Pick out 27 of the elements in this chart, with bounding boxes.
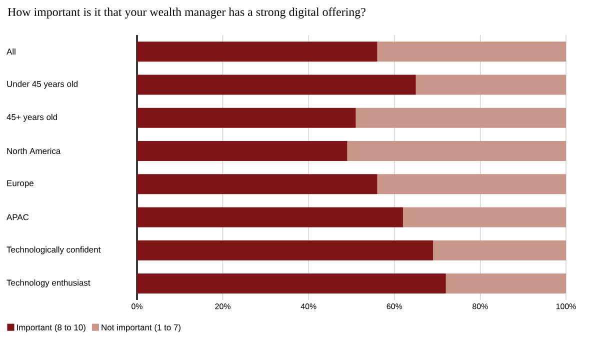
bar (137, 42, 378, 62)
bar (402, 207, 566, 228)
y-tick-label: 45+ years old (6, 114, 58, 122)
bar (356, 108, 566, 128)
bar (433, 240, 566, 260)
bar (377, 174, 566, 194)
y-tick-label: Europe (7, 180, 34, 188)
bar (137, 74, 416, 95)
legend-label: Not important (1 to 7) (102, 324, 180, 332)
chart-title: How important is it that your wealth manager has a strong digital offering? (8, 8, 366, 19)
bar (416, 74, 566, 95)
bar (347, 140, 566, 161)
y-tick-label: Under 45 years old (7, 80, 78, 89)
bar (446, 273, 566, 294)
y-tick-label: North America (7, 148, 61, 154)
bar (137, 174, 378, 194)
bar (137, 240, 434, 260)
bar (137, 108, 356, 128)
bar (137, 273, 446, 294)
bar (137, 207, 403, 228)
y-tick-label: All (6, 48, 16, 55)
y-tick-label: Technologically confident (6, 246, 101, 254)
bar (377, 42, 566, 62)
legend-label: Important (8 to 10) (17, 324, 86, 332)
y-tick-label: Technology enthusiast (6, 279, 90, 288)
y-tick-label: APAC (6, 214, 29, 220)
bar (137, 140, 348, 161)
